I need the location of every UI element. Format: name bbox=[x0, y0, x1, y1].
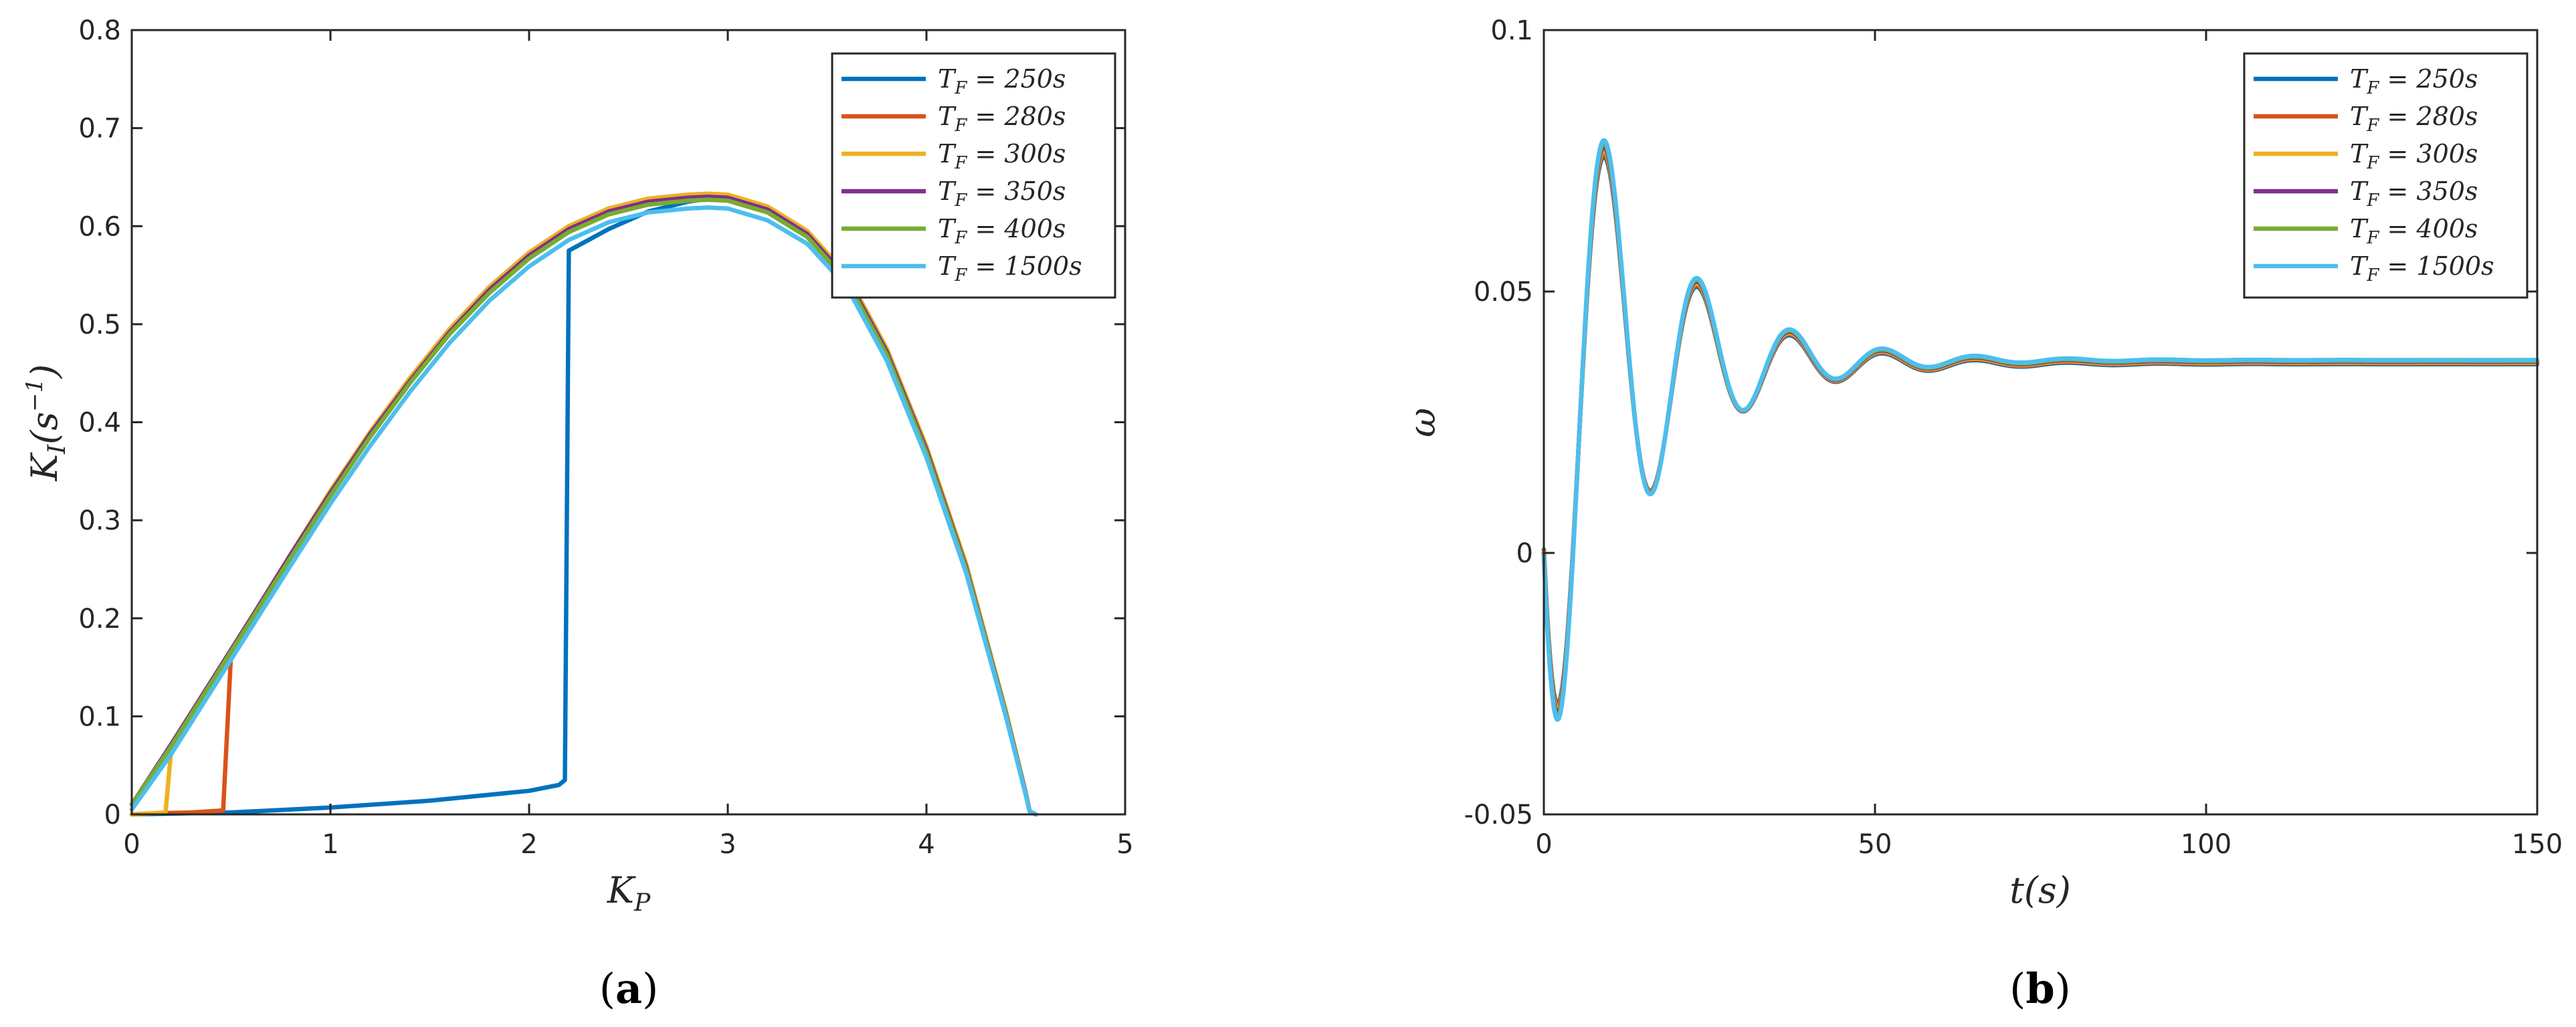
y-tick-label: 0.1 bbox=[78, 701, 121, 732]
panel-a-x-axis-label: KP bbox=[607, 869, 651, 917]
y-tick-label: 0 bbox=[1516, 538, 1533, 569]
legend-entry: TF = 250s bbox=[938, 64, 1066, 98]
y-tick-label: 0.8 bbox=[78, 15, 121, 46]
y-tick-label: 0.5 bbox=[78, 310, 121, 340]
legend-box bbox=[2243, 52, 2529, 299]
x-tick-label: 100 bbox=[2181, 829, 2232, 860]
legend-entry: TF = 250s bbox=[2350, 64, 2478, 98]
panel-a-caption-label: (a) bbox=[599, 964, 659, 1013]
legend-box bbox=[831, 52, 1116, 299]
series-line-t-f---1500s bbox=[129, 205, 1038, 817]
x-tick-label: 4 bbox=[918, 829, 934, 860]
legend-entry: TF = 400s bbox=[2350, 214, 2478, 248]
x-tick-label: 1 bbox=[322, 829, 338, 860]
x-tick-label: 0 bbox=[1535, 829, 1552, 860]
legend-entry: TF = 400s bbox=[938, 214, 1066, 248]
panel-a-ticks: 0 1 2 3 4 5 0 0.1 0.2 0.3 0.4 0.5 0.6 0.7 0.8 bbox=[78, 15, 1133, 860]
legend-entry: TF = 300s bbox=[2350, 139, 2478, 173]
x-tick-label: 2 bbox=[520, 829, 537, 860]
panel-b-series-layer bbox=[1541, 138, 2540, 722]
legend-entry: TF = 280s bbox=[2350, 102, 2478, 136]
panel-b-y-axis-label: ω bbox=[1401, 408, 1444, 437]
series-line-t-f---1500s bbox=[1541, 138, 2540, 722]
x-tick-label: 0 bbox=[123, 829, 140, 860]
legend-entry: TF = 1500s bbox=[2350, 251, 2494, 286]
y-tick-label: 0.6 bbox=[78, 211, 121, 242]
x-tick-label: 50 bbox=[1858, 829, 1892, 860]
x-tick-label: 3 bbox=[719, 829, 736, 860]
panel-a-series-layer bbox=[129, 191, 1038, 817]
panel-b-x-axis-label: t(s) bbox=[2009, 869, 2071, 911]
y-tick-label: 0.05 bbox=[1474, 277, 1533, 308]
x-tick-label: 5 bbox=[1116, 829, 1133, 860]
y-tick-label: 0 bbox=[104, 800, 121, 830]
panel-b-axes-box bbox=[1543, 29, 2539, 816]
y-tick-label: 0.4 bbox=[78, 408, 121, 439]
y-tick-label: 0.3 bbox=[78, 505, 121, 536]
y-tick-label: 0.2 bbox=[78, 604, 121, 635]
panel-a-y-axis-label: KI(s−1) bbox=[21, 364, 71, 482]
legend-entry: TF = 1500s bbox=[938, 251, 1082, 286]
legend-entry: TF = 350s bbox=[938, 177, 1066, 211]
y-tick-label: -0.05 bbox=[1464, 800, 1534, 830]
legend-entry: TF = 300s bbox=[938, 139, 1066, 173]
y-tick-label: 0.1 bbox=[1490, 15, 1533, 46]
x-tick-label: 150 bbox=[2512, 829, 2563, 860]
legend-entry: TF = 280s bbox=[938, 102, 1066, 136]
panel-a-chart: 0 1 2 3 4 5 0 0.1 0.2 0.3 0.4 0.5 0.6 0.7 0.8 KP KI(s−… bbox=[21, 15, 1134, 1013]
panel-b-caption-label: (b) bbox=[2009, 964, 2071, 1013]
y-tick-label: 0.7 bbox=[78, 114, 121, 144]
legend-entry: TF = 350s bbox=[2350, 177, 2478, 211]
